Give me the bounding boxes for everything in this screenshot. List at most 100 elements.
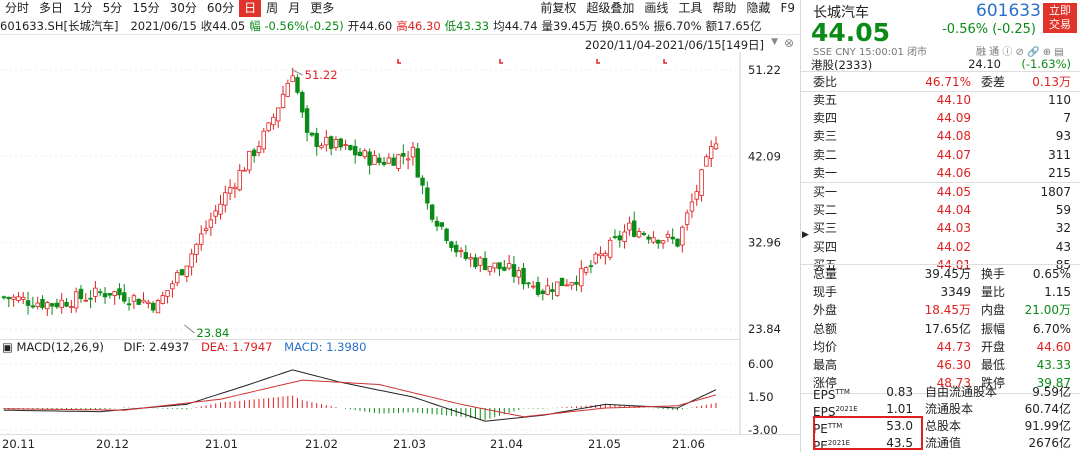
candle-body: [146, 301, 151, 305]
candle-body: [574, 281, 579, 285]
sell-level: 卖四 44.09 7: [813, 111, 1071, 126]
candle-body: [468, 257, 473, 260]
candle-body: [386, 157, 392, 164]
date-tick: 21.05: [588, 437, 621, 451]
stat-row: 总量 39.45万 换手 0.65%: [813, 267, 1071, 281]
candle-body: [227, 187, 233, 194]
stat-row: 外盘 18.45万 内盘 21.00万: [813, 303, 1071, 318]
candle-body: [131, 295, 137, 302]
candle-body: [295, 77, 300, 93]
kline-chart[interactable]: 51.22 23.84 51.22 42.09 32.96 23.84 6.00 1.50…: [0, 52, 800, 434]
candle-body: [78, 288, 84, 300]
draw-button[interactable]: 画线: [644, 1, 669, 15]
candle-body: [319, 145, 324, 149]
candle-body: [102, 293, 108, 298]
candle-body: [627, 222, 632, 231]
candle-body: [588, 265, 594, 268]
candle-body: [607, 239, 613, 258]
candle-body: [670, 236, 675, 240]
candle-body: [708, 146, 714, 159]
candle-body: [622, 231, 627, 242]
candle-body: [232, 186, 238, 190]
candle-body: [362, 150, 368, 158]
candle-body: [247, 150, 252, 171]
low-pointer: [184, 324, 195, 334]
tab-day[interactable]: 日: [239, 0, 262, 17]
candle-body: [497, 262, 502, 270]
candle-body: [492, 262, 497, 269]
candle-body: [59, 299, 64, 308]
tab-30min[interactable]: 30分: [169, 1, 197, 15]
tab-15min[interactable]: 15分: [132, 1, 160, 15]
sell-level: 卖五 44.10 110: [813, 93, 1071, 107]
qianfuquan-button[interactable]: 前复权: [540, 1, 577, 15]
candle-body: [434, 220, 440, 227]
candle-body: [545, 285, 550, 295]
bar-low: 低43.33: [444, 18, 490, 33]
bar-amp: 幅 -0.56%(-0.25): [249, 18, 344, 33]
candle-body: [141, 299, 146, 303]
buy-level: 买四 44.02 43: [813, 239, 1071, 254]
candle-body: [506, 263, 512, 269]
hide-button[interactable]: 隐藏: [746, 1, 771, 15]
date-range-label: 2020/11/04-2021/06/15[149日]: [584, 38, 764, 52]
candle-body: [511, 264, 517, 277]
candle-body: [126, 303, 132, 306]
candle-body: [213, 210, 218, 217]
candle-body: [684, 212, 690, 225]
candle-body: [463, 252, 469, 259]
quote-infobar: 601633.SH[长城汽车] 2021/06/15 收44.05 幅 -0.5…: [0, 17, 800, 35]
candle-body: [694, 191, 699, 200]
candle-body: [328, 136, 334, 149]
tab-fenshi[interactable]: 分时: [5, 1, 30, 15]
bar-vol: 量39.45万: [541, 18, 598, 33]
macd-title[interactable]: ▣ MACD(12,26,9): [2, 340, 104, 354]
tab-week[interactable]: 周: [266, 1, 279, 15]
candle-body: [401, 153, 406, 157]
candle-body: [352, 146, 358, 156]
candle-body: [473, 257, 478, 268]
stock-code: 601633: [976, 1, 1041, 21]
candle-body: [559, 277, 565, 287]
tab-more[interactable]: 更多: [310, 1, 335, 15]
candle-body: [285, 82, 291, 97]
bar-date: 2021/06/15: [130, 18, 197, 33]
stat-row: 最高 46.30 最低 43.33: [813, 358, 1071, 372]
price-tick: 32.96: [748, 236, 781, 250]
tab-month[interactable]: 月: [288, 1, 301, 15]
tab-60min[interactable]: 60分: [206, 1, 235, 15]
hk-share-row[interactable]: 港股(2333) 24.10 (-1.63%): [801, 56, 1080, 72]
fund-row: EPS2021E 1.01 流通股本 60.74亿: [813, 402, 1071, 419]
candle-body: [223, 192, 228, 206]
candle-body: [458, 250, 464, 253]
tab-1min[interactable]: 1分: [73, 1, 93, 15]
trade-now-button[interactable]: 立即 交易: [1043, 3, 1077, 33]
tools-button[interactable]: 工具: [678, 1, 703, 15]
candle-body: [646, 236, 651, 240]
candle-body: [704, 156, 709, 167]
overlay-button[interactable]: 超级叠加: [586, 1, 635, 15]
candle-body: [242, 169, 247, 172]
candle-body: [391, 157, 396, 166]
candle-body: [150, 302, 156, 311]
macd-label-row: ▣ MACD(12,26,9) DIF: 2.4937 DEA: 1.7947 …: [0, 339, 740, 356]
help-button[interactable]: 帮助: [712, 1, 737, 15]
candle-body: [189, 253, 194, 268]
tab-multiday[interactable]: 多日: [39, 1, 64, 15]
candle-body: [689, 201, 695, 212]
dif-line: [3, 369, 717, 422]
collapse-panel-icon[interactable]: ▶: [802, 230, 809, 240]
event-marker: [663, 59, 667, 64]
candle-body: [304, 108, 310, 133]
candle-body: [410, 146, 416, 158]
range-dropdown-icon[interactable]: ▼: [771, 37, 778, 47]
range-close-icon[interactable]: ⊗: [783, 36, 794, 50]
panel-tool-icons[interactable]: 融 通 ⓘ ⊘ 🔗 ⊕ ▤: [976, 47, 1064, 58]
candle-body: [266, 122, 271, 132]
candle-body: [617, 235, 622, 241]
tab-5min[interactable]: 5分: [102, 1, 123, 15]
f9-button[interactable]: F9: [780, 1, 795, 15]
candle-body: [612, 236, 618, 239]
candle-body: [165, 290, 170, 297]
candle-body: [21, 296, 26, 300]
